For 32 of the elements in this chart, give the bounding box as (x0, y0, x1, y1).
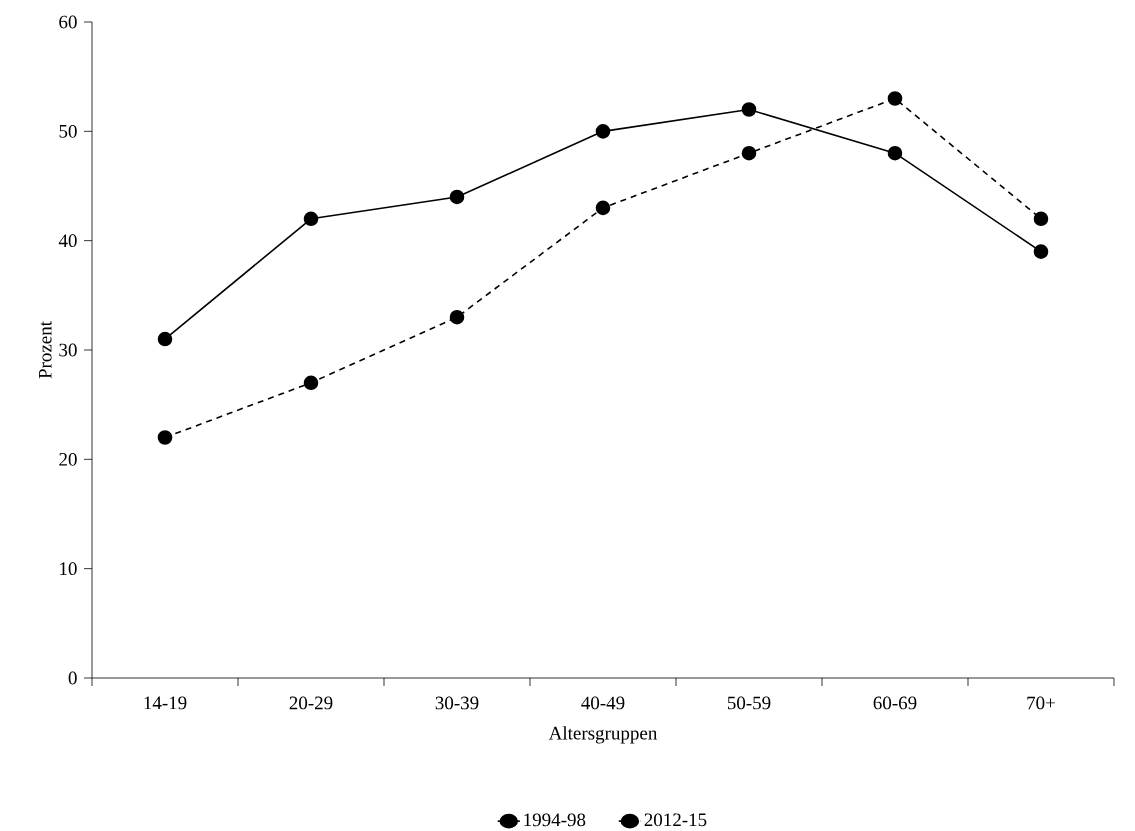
point (887, 145, 903, 161)
x-tick-label: 60-69 (873, 696, 917, 710)
y-axis-title: Prozent (38, 321, 52, 379)
legend-label: 2012-15 (644, 813, 707, 827)
x-tick-label: 14-19 (144, 696, 187, 710)
point (1033, 211, 1049, 227)
legend-label: 1994-98 (524, 813, 586, 827)
point (595, 200, 611, 216)
point (741, 102, 757, 117)
y-tick-label: 60 (59, 15, 77, 29)
y-tick-label: 40 (58, 234, 77, 248)
point (1033, 244, 1049, 259)
point (595, 124, 611, 139)
y-tick-label: 50 (59, 124, 77, 138)
y-tick-label: 10 (60, 562, 77, 576)
x-tick-label: 20-29 (289, 696, 333, 710)
x-tick-label: 30-39 (435, 696, 479, 710)
point (157, 430, 173, 445)
y-tick-label: 0 (68, 671, 77, 685)
point (157, 331, 173, 347)
point (887, 91, 903, 106)
point (449, 189, 465, 205)
point (741, 145, 757, 161)
x-tick-label: 50-59 (727, 696, 771, 710)
y-tick-label: 20 (59, 452, 77, 466)
y-tick-label: 30 (59, 343, 77, 357)
x-tick-label: 40-49 (581, 696, 625, 710)
point (449, 309, 465, 325)
point (303, 211, 319, 227)
point (303, 375, 319, 391)
x-axis-title: Altersgruppen (548, 726, 658, 744)
x-tick-label: 70+ (1027, 696, 1055, 710)
